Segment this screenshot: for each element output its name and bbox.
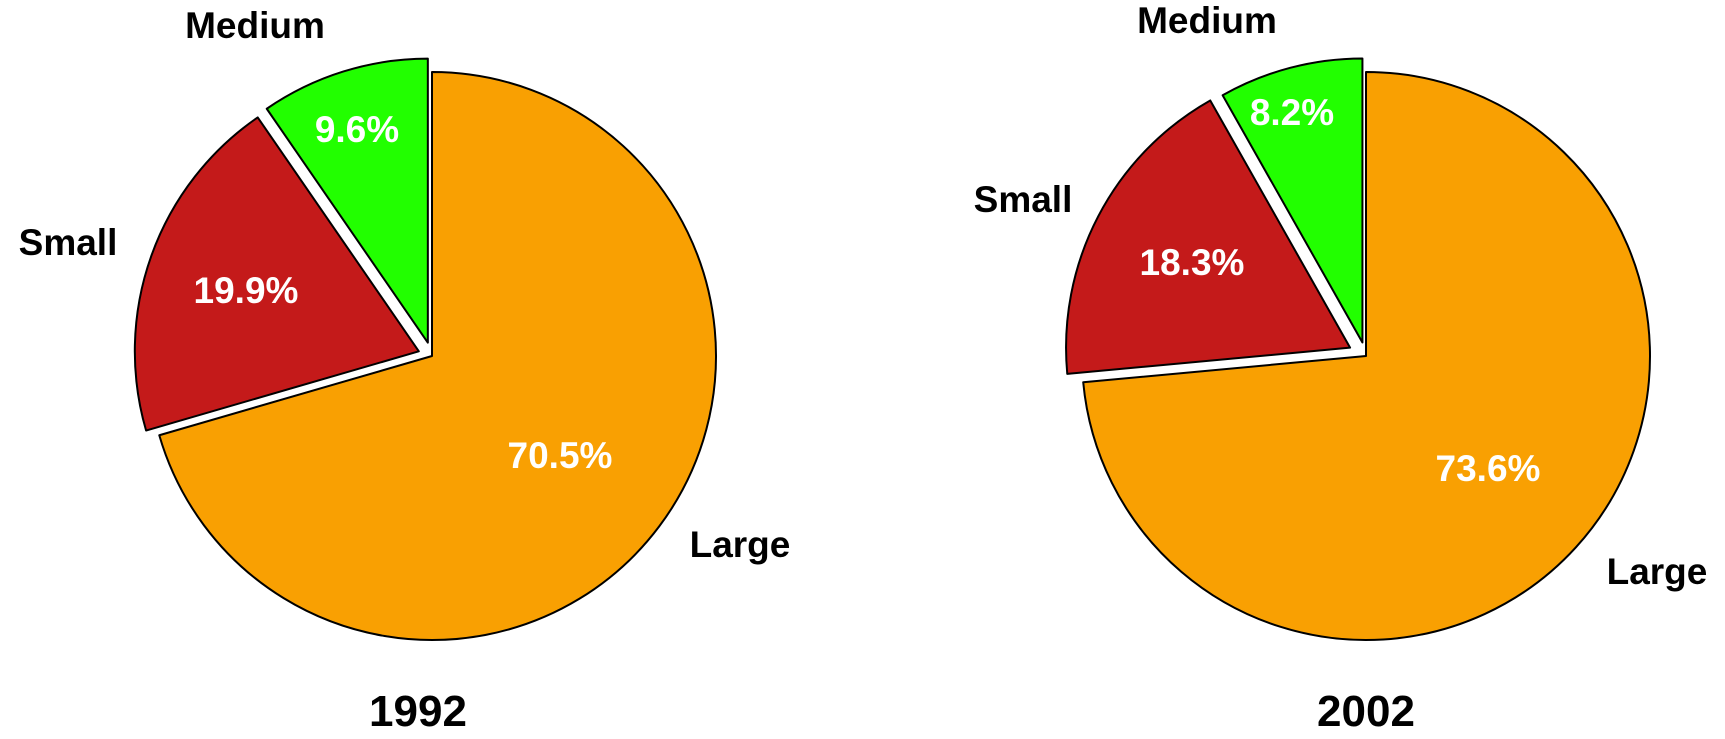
pie-slice-large-1992: [158, 71, 717, 641]
slice-category-label-medium-1992: Medium: [185, 5, 325, 46]
pie-slice-small-1992: [133, 116, 420, 432]
slice-value-label-large-2002: 73.6%: [1436, 448, 1541, 489]
slice-category-label-large-2002: Large: [1607, 551, 1708, 592]
chart-title-2002: 2002: [1317, 687, 1415, 736]
slice-value-label-medium-2002: 8.2%: [1250, 92, 1334, 133]
slice-value-label-small-2002: 18.3%: [1140, 242, 1245, 283]
chart-title-1992: 1992: [369, 687, 467, 736]
pie-chart-2002: 73.6% Large 18.3% Small 8.2% Medium: [974, 0, 1708, 641]
slice-category-label-small-2002: Small: [974, 179, 1073, 220]
pie-slice-medium-1992: [265, 57, 429, 344]
pie-slice-large-2002: [1082, 71, 1652, 641]
slice-value-label-medium-1992: 9.6%: [315, 109, 399, 150]
slice-category-label-small-1992: Small: [19, 222, 118, 263]
slice-value-label-small-1992: 19.9%: [194, 270, 299, 311]
slice-category-label-large-1992: Large: [690, 524, 791, 565]
pie-slice-small-2002: [1065, 99, 1352, 375]
pie-chart-1992: 70.5% Large 19.9% Small 9.6% Medium: [19, 5, 791, 641]
slice-value-label-large-1992: 70.5%: [508, 435, 613, 476]
pie-slice-medium-2002: [1221, 57, 1364, 344]
slice-category-label-medium-2002: Medium: [1137, 0, 1277, 41]
